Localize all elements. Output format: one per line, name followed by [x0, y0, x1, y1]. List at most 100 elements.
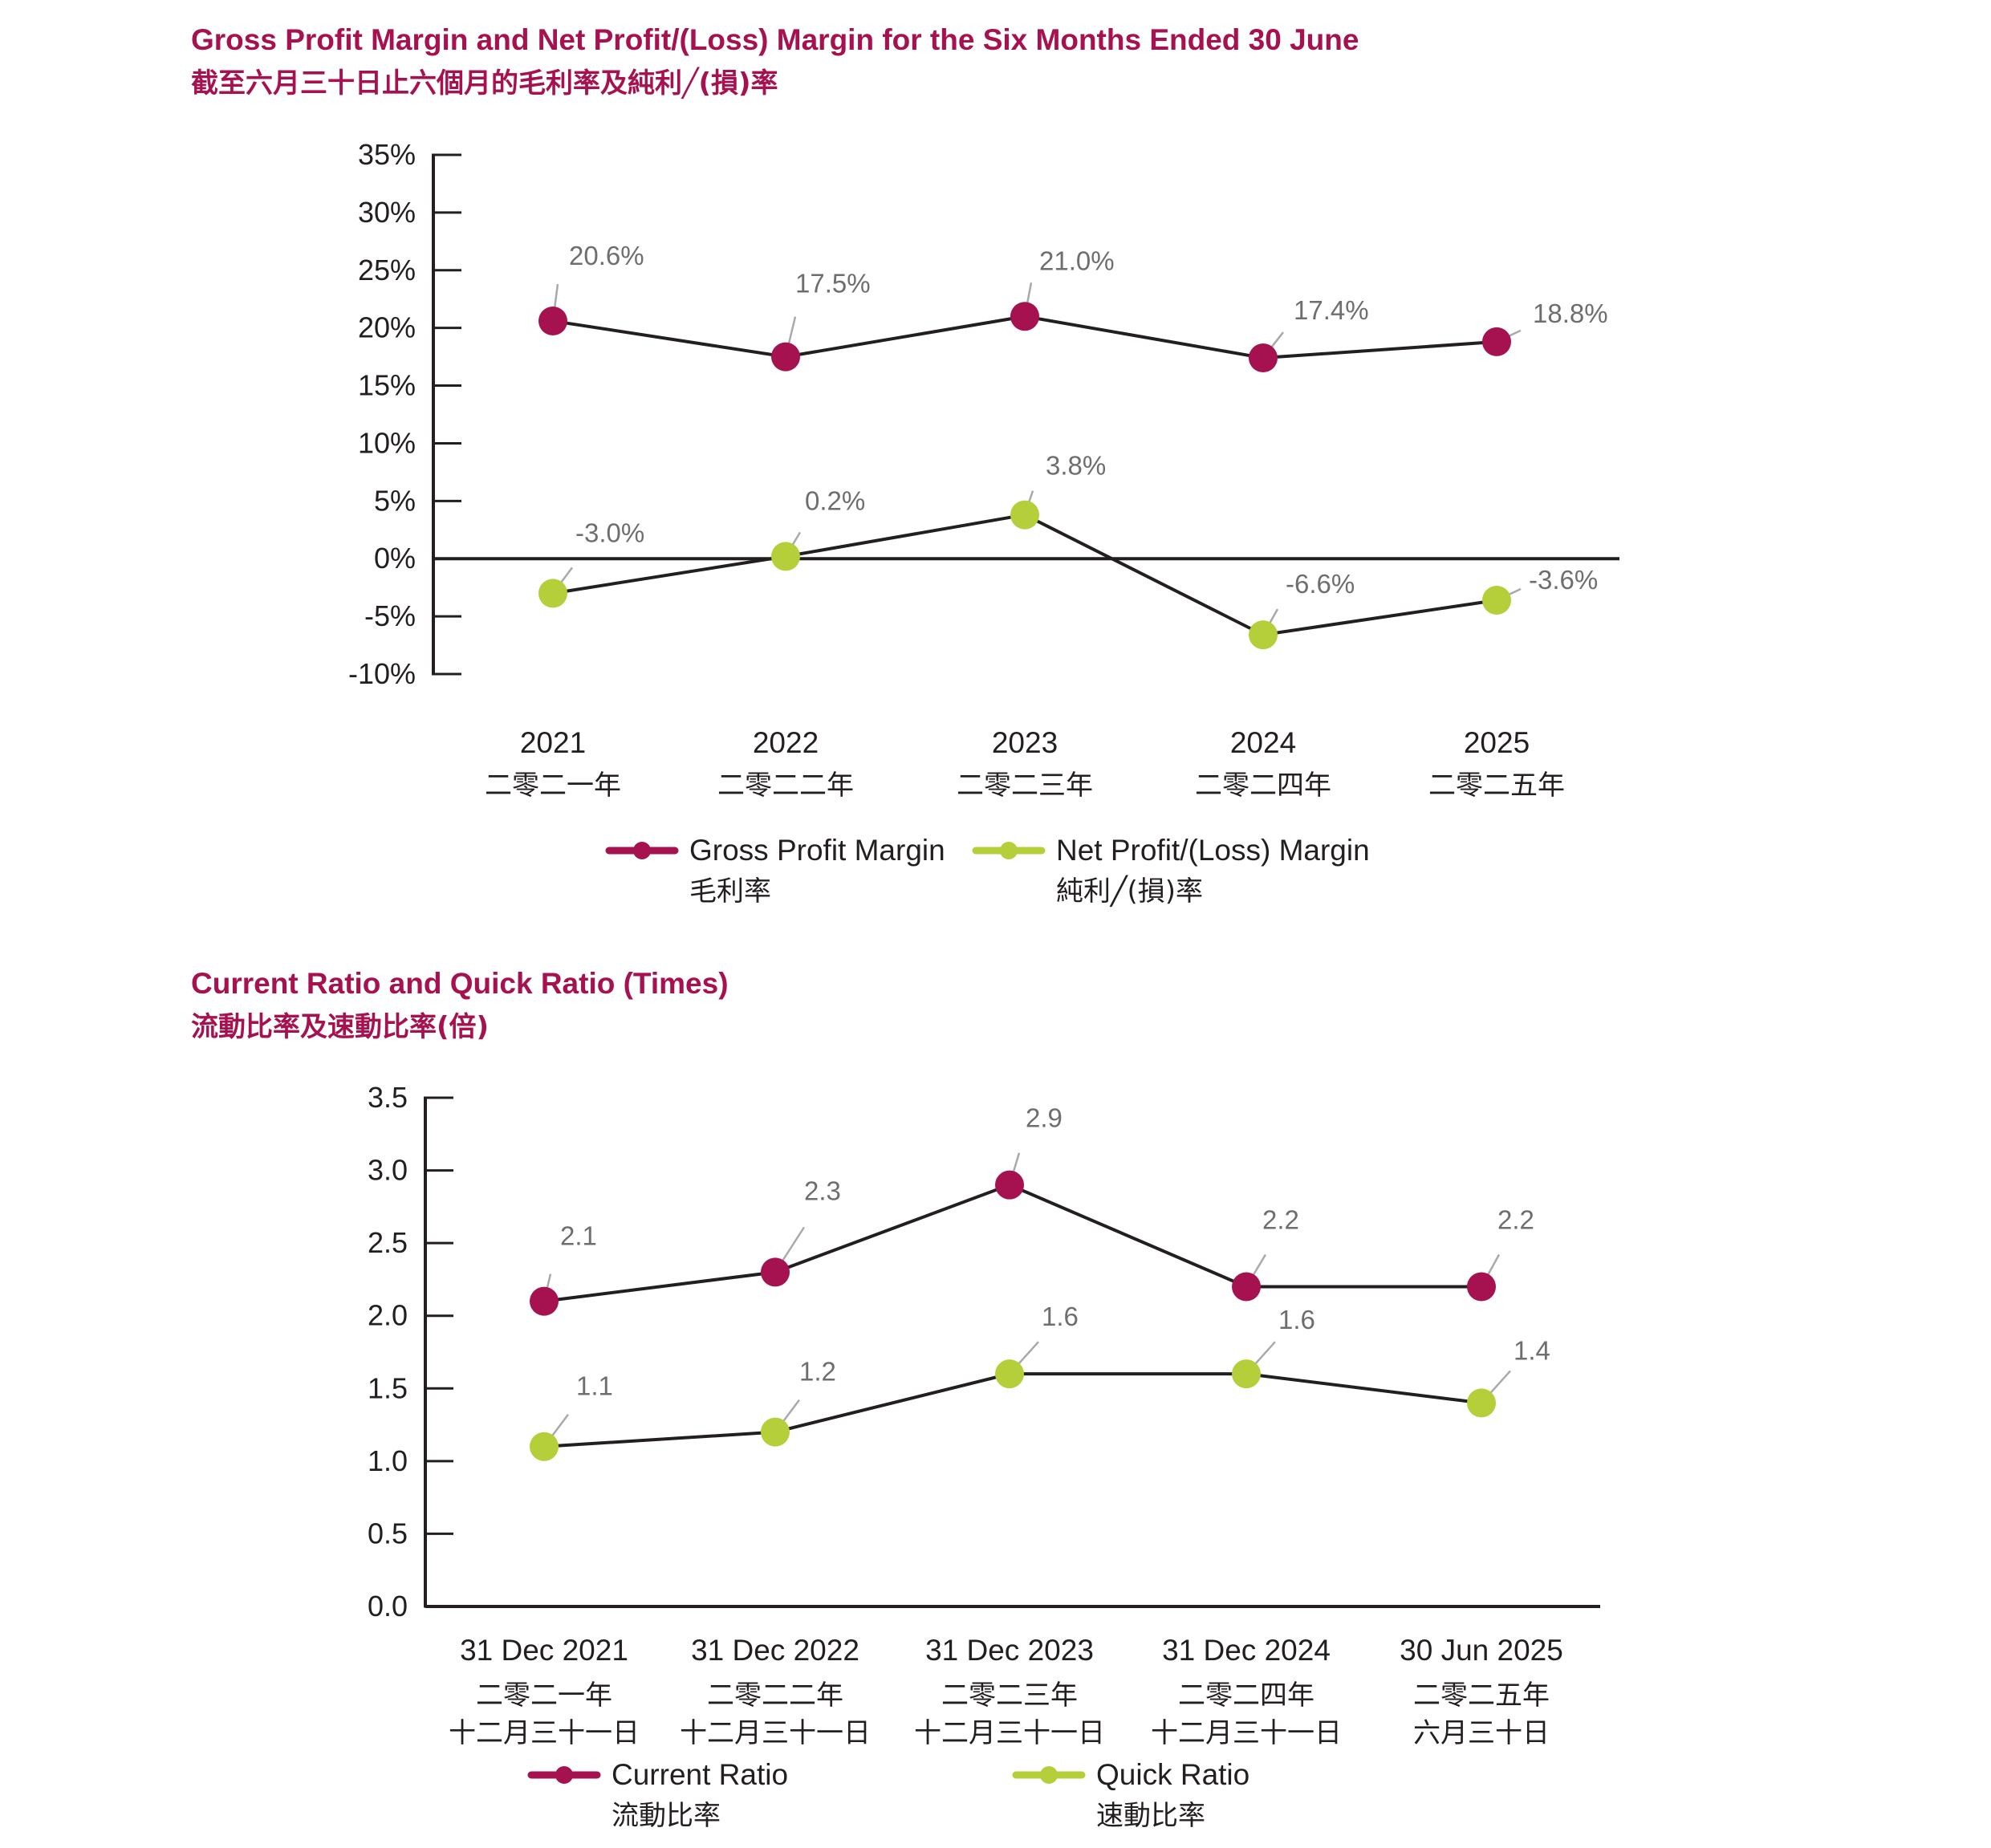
chart2-series-1-line [543, 1183, 1481, 1303]
chart2-series-2-point [995, 1359, 1024, 1389]
chart2-series-1-data-label: 2.9 [1026, 1103, 1063, 1133]
chart1-y-tick-label: 0% [374, 542, 416, 575]
chart2-series-2-data-label: 1.4 [1514, 1335, 1550, 1365]
chart2-x-tick-label-zh-date: 六月三十日 [1413, 1717, 1550, 1749]
chart2-series-2-point [1467, 1388, 1496, 1418]
chart2-x-tick-label-zh: 二零二二年 [707, 1679, 843, 1712]
chart2-x-tick-label-zh: 二零二一年 [476, 1679, 612, 1712]
chart2-legend-label-2: Quick Ratio [1096, 1758, 1249, 1791]
chart1-series-1-data-label: 17.4% [1294, 295, 1369, 325]
chart1-x-tick-label-zh: 二零二四年 [1195, 770, 1331, 802]
chart2-series-2-data-label: 1.2 [799, 1357, 836, 1387]
chart1-series-1-point [1482, 327, 1511, 356]
chart1-x-tick-label-zh: 二零二二年 [717, 770, 854, 802]
chart2-x-tick-label: 31 Dec 2022 [691, 1634, 859, 1667]
chart2-y-tick-label: 0.5 [368, 1517, 408, 1549]
chart2-series-1-point [1467, 1272, 1496, 1302]
chart1-y-tick-label: 10% [358, 426, 416, 459]
chart2-legend-label-1: Current Ratio [612, 1758, 788, 1791]
chart1-y-tick-label: 5% [374, 484, 416, 517]
chart2-x-tick-label-zh-date: 十二月三十一日 [914, 1717, 1105, 1749]
chart2-x-tick-label-zh: 二零二五年 [1413, 1679, 1550, 1712]
chart2-series-1-point [530, 1286, 559, 1316]
chart1-x-tick-label: 2024 [1230, 726, 1296, 759]
chart2-x-tick-label-zh: 二零二三年 [941, 1679, 1078, 1712]
chart2-series-2-point [530, 1432, 559, 1461]
chart1-y-tick-label: 15% [358, 369, 416, 402]
margin-chart: 35% 30% 25% 20% 15% 10% 5% 0% -5% -10% 2021 二零二一年 20… [348, 138, 1619, 908]
chart1-series-2-line [552, 513, 1497, 637]
chart1-series-1-point [771, 342, 800, 372]
chart2-y-tick-label: 1.5 [368, 1371, 408, 1404]
chart2-y-tick-label: 3.5 [368, 1081, 408, 1114]
chart1-series-1-data-label: 18.8% [1533, 299, 1608, 328]
chart2-y-tick-label: 0.0 [368, 1590, 408, 1623]
chart1-series-1-data-label: 17.5% [795, 269, 871, 299]
chart1-series-1-point [538, 307, 567, 336]
chart1-y-tick-label: 25% [358, 254, 416, 286]
ratio-chart: 3.5 3.0 2.5 2.0 1.5 1.0 0.5 0.0 31 Dec 2021 二零二一年… [368, 1081, 1600, 1832]
chart1-x-tick-label: 2022 [753, 726, 819, 759]
chart2-y-tick-label: 3.0 [368, 1154, 408, 1187]
chart1-x-tick-label-zh: 二零二五年 [1428, 770, 1565, 802]
chart1-series-2-point [1010, 500, 1039, 530]
chart1-series-1-point [1010, 302, 1039, 331]
chart2-x-tick-label: 31 Dec 2021 [460, 1634, 628, 1667]
chart2-y-tick-label: 2.5 [368, 1226, 408, 1259]
chart2-x-tick-label-zh: 二零二四年 [1178, 1679, 1314, 1712]
chart2-x-tick-label-zh-date: 十二月三十一日 [680, 1717, 871, 1749]
chart2-x-tick-label-zh-date: 十二月三十一日 [1151, 1717, 1342, 1749]
chart1-y-tick-label: 30% [358, 196, 416, 229]
chart2-subtitle: 流動比率及速動比率(倍) [191, 1011, 489, 1043]
chart1-series-2-point [1482, 585, 1511, 615]
chart2-x-tick-label: 30 Jun 2025 [1400, 1634, 1563, 1667]
chart2-series-2-point [761, 1417, 790, 1447]
chart2-series-1-point [995, 1170, 1024, 1200]
chart1-series-1-point [1249, 343, 1278, 373]
chart1-legend-label-1: Gross Profit Margin [689, 834, 945, 867]
chart1-y-tick-label: 35% [358, 138, 416, 171]
chart1-y-tick-label: 20% [358, 311, 416, 344]
chart1-title: Gross Profit Margin and Net Profit/(Loss… [191, 23, 1359, 56]
chart2-legend-marker-1 [555, 1766, 573, 1784]
chart2-series-1-point [761, 1257, 790, 1287]
chart1-series-2-point [771, 542, 800, 571]
chart1-legend-marker-2 [1000, 842, 1018, 859]
chart2-series-2-data-label: 1.1 [576, 1371, 613, 1401]
chart1-x-tick-label: 2021 [520, 726, 586, 759]
chart1-x-tick-label: 2025 [1464, 726, 1530, 759]
chart2-legend-marker-2 [1040, 1766, 1058, 1784]
chart1-x-tick-label-zh: 二零二一年 [485, 770, 621, 802]
chart1-legend-label-zh-2: 純利╱(損)率 [1056, 875, 1203, 908]
chart1-legend-marker-1 [633, 842, 651, 859]
chart1-series-2-point [1249, 620, 1278, 650]
chart1-series-2-point [538, 579, 567, 608]
chart1-series-2-data-label: 0.2% [805, 485, 865, 515]
chart1-series-2-data-label: 3.8% [1046, 451, 1106, 481]
chart2-series-2-data-label: 1.6 [1278, 1305, 1315, 1334]
chart1-legend-label-zh-1: 毛利率 [689, 875, 771, 908]
chart2-x-tick-label: 31 Dec 2024 [1162, 1634, 1331, 1667]
chart2-series-2-data-label: 1.6 [1042, 1302, 1079, 1331]
chart2-x-tick-label-zh-date: 十二月三十一日 [449, 1717, 640, 1749]
chart2-title: Current Ratio and Quick Ratio (Times) [191, 967, 729, 1000]
chart2-series-1-data-label: 2.2 [1497, 1204, 1534, 1234]
chart2-series-1-point [1232, 1272, 1261, 1302]
chart2-x-tick-label: 31 Dec 2023 [925, 1634, 1094, 1667]
chart2-series-2-point [1232, 1359, 1261, 1389]
chart2-y-tick-label: 1.0 [368, 1444, 408, 1477]
chart2-series-1-data-label: 2.1 [560, 1221, 597, 1251]
chart2-y-tick-label: 2.0 [368, 1299, 408, 1332]
chart1-x-tick-label-zh: 二零二三年 [957, 770, 1093, 802]
chart1-series-1-data-label: 21.0% [1039, 246, 1115, 275]
chart2-legend-label-zh-1: 流動比率 [612, 1800, 721, 1832]
chart1-y-tick-label: -10% [348, 657, 416, 690]
chart1-series-2-data-label: -6.6% [1286, 569, 1355, 599]
chart1-series-2-data-label: -3.6% [1529, 565, 1598, 595]
chart1-y-tick-label: -5% [364, 599, 416, 632]
chart1-legend-label-2: Net Profit/(Loss) Margin [1056, 834, 1370, 867]
chart2-legend-label-zh-2: 速動比率 [1096, 1800, 1205, 1832]
chart2-series-1-data-label: 2.2 [1262, 1204, 1299, 1234]
chart1-series-2-data-label: -3.0% [575, 518, 644, 547]
